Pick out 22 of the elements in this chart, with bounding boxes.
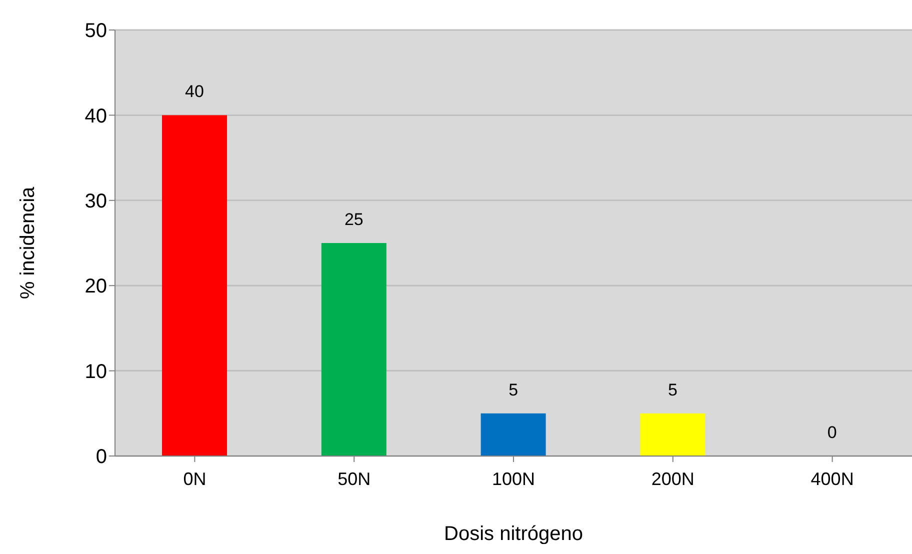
data-label: 5 <box>508 380 518 400</box>
data-label: 25 <box>344 210 364 229</box>
y-tick-label: 50 <box>84 20 107 42</box>
data-label: 0 <box>827 423 837 442</box>
y-axis-title: % incidencia <box>17 186 39 300</box>
x-axis-title: Dosis nitrógeno <box>444 523 583 545</box>
bar <box>480 413 546 456</box>
x-tick-label: 0N <box>183 468 206 489</box>
x-tick-label: 100N <box>492 468 536 489</box>
x-tick-label: 400N <box>810 468 854 489</box>
data-label: 5 <box>668 380 678 400</box>
data-label: 40 <box>185 82 204 102</box>
y-tick-label: 10 <box>84 360 107 383</box>
bar <box>321 243 386 456</box>
y-tick-label: 0 <box>96 446 107 468</box>
x-tick-label: 50N <box>338 468 371 489</box>
bar <box>640 413 706 456</box>
bar <box>162 115 227 456</box>
y-tick-label: 30 <box>84 190 107 212</box>
x-tick-label: 200N <box>651 468 694 489</box>
y-tick-label: 20 <box>84 276 107 298</box>
y-tick-label: 40 <box>84 105 107 128</box>
